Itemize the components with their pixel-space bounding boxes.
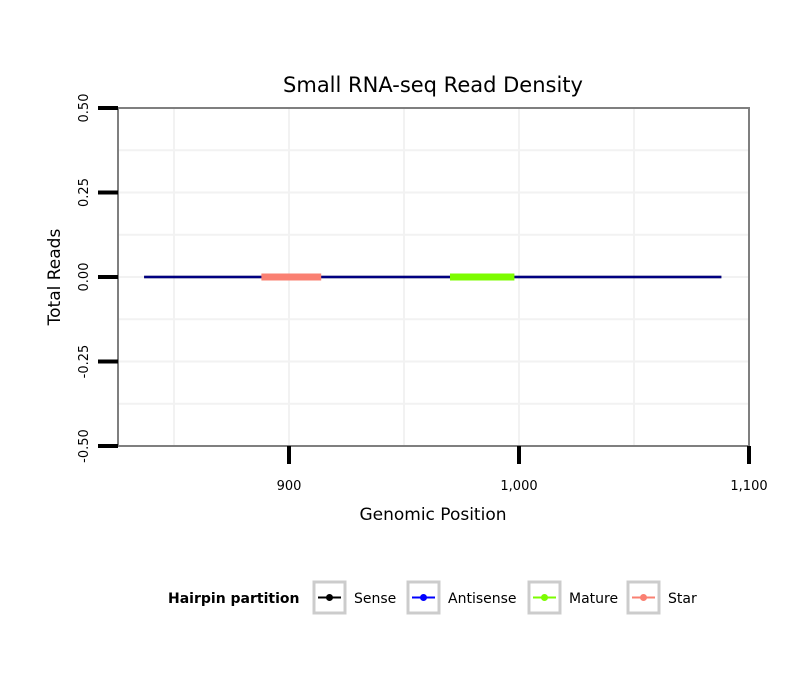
x-tick-label: 900 — [277, 479, 302, 494]
chart-title: Small RNA-seq Read Density — [283, 73, 583, 97]
legend-key-dot — [420, 594, 427, 601]
legend-label: Star — [668, 591, 697, 607]
legend-item-antisense: Antisense — [406, 580, 517, 615]
y-axis-title: Total Reads — [45, 229, 65, 327]
legend-key-dot — [640, 594, 647, 601]
legend-label: Mature — [569, 591, 618, 607]
legend-item-star: Star — [626, 580, 697, 615]
y-tick-label: -0.50 — [77, 429, 92, 463]
legend-label: Sense — [354, 591, 396, 607]
y-tick-label: 0.25 — [77, 178, 92, 207]
legend-label: Antisense — [448, 591, 517, 607]
legend-item-sense: Sense — [312, 580, 396, 615]
legend-title: Hairpin partition — [168, 591, 299, 607]
legend-key-dot — [326, 594, 333, 601]
y-tick-label: 0.00 — [77, 263, 92, 292]
y-tick-label: 0.50 — [77, 94, 92, 123]
x-axis: 900 1,000 1,100 — [277, 446, 768, 494]
legend-key-dot — [541, 594, 548, 601]
legend: Hairpin partition Sense Antisense Mature St… — [168, 580, 697, 615]
x-axis-title: Genomic Position — [359, 505, 506, 525]
x-tick-label: 1,100 — [730, 479, 767, 494]
legend-item-mature: Mature — [527, 580, 618, 615]
legend-entries: Sense Antisense Mature Star — [312, 580, 697, 615]
x-tick-label: 1,000 — [500, 479, 537, 494]
y-tick-label: -0.25 — [77, 345, 92, 379]
y-axis: -0.50 -0.25 0.00 0.25 0.50 — [77, 94, 118, 463]
